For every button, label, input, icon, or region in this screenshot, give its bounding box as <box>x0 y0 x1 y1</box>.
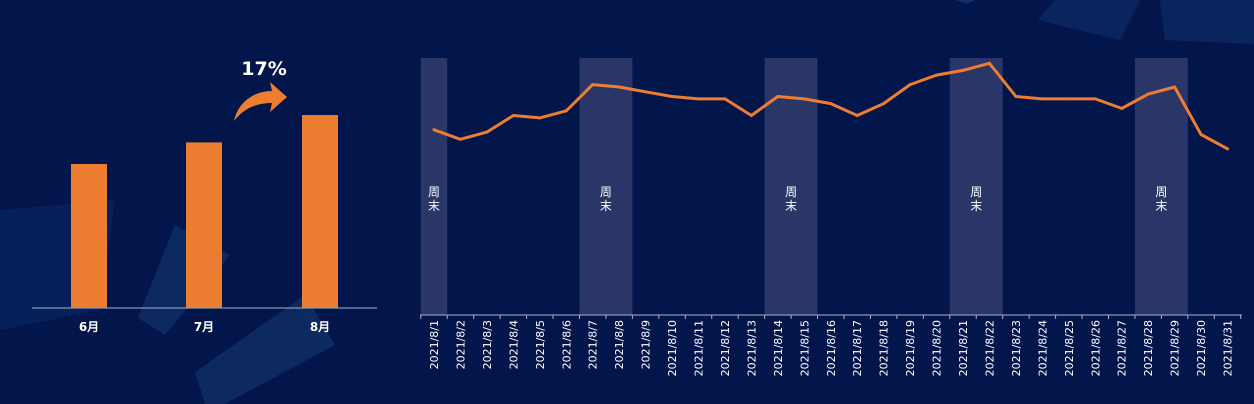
weekend-label: 末 <box>428 199 440 213</box>
line-point <box>591 83 595 87</box>
x-tick-label: 2021/8/4 <box>507 320 520 369</box>
weekend-label: 周 <box>600 185 612 199</box>
growth-arrow-icon <box>234 82 287 121</box>
line-point <box>617 85 621 89</box>
weekend-band <box>1134 58 1188 315</box>
line-point <box>1199 133 1203 136</box>
x-tick-label: 2021/8/25 <box>1063 320 1076 376</box>
weekend-band <box>579 58 633 315</box>
weekend-label: 周 <box>1155 185 1167 199</box>
line-point <box>697 97 700 101</box>
x-tick-label: 2021/8/17 <box>851 320 864 376</box>
x-tick-label: 2021/8/29 <box>1169 320 1182 376</box>
line-point <box>538 116 542 120</box>
bar-2 <box>186 142 222 308</box>
line-point <box>432 128 436 132</box>
weekend-label: 末 <box>1155 199 1167 213</box>
line-point <box>458 137 462 141</box>
bar-1 <box>71 164 107 308</box>
x-tick-label: 2021/8/9 <box>640 320 653 369</box>
line-point <box>723 97 727 101</box>
x-tick-label: 2021/8/18 <box>878 320 891 376</box>
line-point <box>564 109 568 113</box>
line-point <box>908 83 912 87</box>
weekend-label: 末 <box>600 199 612 213</box>
line-point <box>1146 92 1150 96</box>
line-point <box>855 114 859 117</box>
x-tick-label: 2021/8/20 <box>931 320 944 376</box>
x-tick-label: 2021/8/22 <box>983 320 996 376</box>
weekend-label: 周 <box>428 185 440 199</box>
bar-category-label: 7月 <box>194 320 214 334</box>
x-tick-label: 2021/8/13 <box>745 320 758 376</box>
line-point <box>802 97 806 101</box>
line-point <box>776 95 780 98</box>
line-point <box>511 114 515 117</box>
x-tick-label: 2021/8/1 <box>428 320 441 369</box>
x-tick-label: 2021/8/5 <box>534 320 547 369</box>
bar-3 <box>302 115 338 308</box>
line-point <box>829 102 833 106</box>
daily-series-line <box>432 61 1229 151</box>
line-point <box>1040 97 1044 101</box>
line-point <box>1067 97 1071 101</box>
line-point <box>1120 106 1124 110</box>
bar-category-label: 6月 <box>79 320 99 334</box>
line-point <box>1014 95 1018 98</box>
line-point <box>1226 147 1229 151</box>
x-tick-label: 2021/8/31 <box>1222 320 1235 376</box>
line-point <box>749 114 753 117</box>
weekend-label: 周 <box>970 185 982 199</box>
weekend-label: 周 <box>785 185 797 199</box>
weekend-band <box>420 58 448 315</box>
x-tick-label: 2021/8/24 <box>1036 320 1049 376</box>
x-tick-label: 2021/8/2 <box>454 320 467 369</box>
line-point <box>485 130 489 134</box>
x-tick-label: 2021/8/26 <box>1089 320 1102 376</box>
x-tick-label: 2021/8/15 <box>798 320 811 376</box>
x-tick-label: 2021/8/21 <box>957 320 970 376</box>
bar-category-label: 8月 <box>310 320 330 334</box>
line-point <box>987 61 991 65</box>
x-tick-label: 2021/8/27 <box>1116 320 1129 376</box>
x-tick-label: 2021/8/28 <box>1142 320 1155 376</box>
x-tick-label: 2021/8/30 <box>1195 320 1208 376</box>
x-tick-label: 2021/8/19 <box>904 320 917 376</box>
line-point <box>882 102 886 106</box>
line-point <box>1093 97 1097 101</box>
x-tick-label: 2021/8/23 <box>1010 320 1023 376</box>
x-tick-label: 2021/8/6 <box>560 320 573 369</box>
line-point <box>644 90 648 94</box>
weekend-label: 末 <box>970 199 982 213</box>
line-point <box>961 68 965 72</box>
line-point <box>935 73 939 77</box>
x-tick-label: 2021/8/7 <box>587 320 600 369</box>
weekend-label: 末 <box>785 199 797 213</box>
x-tick-label: 2021/8/10 <box>666 320 679 376</box>
line-point <box>1173 85 1177 89</box>
growth-percentage: 17% <box>241 58 286 80</box>
x-tick-label: 2021/8/12 <box>719 320 732 376</box>
x-tick-label: 2021/8/14 <box>772 320 785 376</box>
x-tick-label: 2021/8/8 <box>613 320 626 369</box>
weekend-band <box>949 58 1003 315</box>
x-tick-label: 2021/8/3 <box>481 320 494 369</box>
x-tick-label: 2021/8/16 <box>825 320 838 376</box>
x-tick-label: 2021/8/11 <box>693 320 706 376</box>
line-point <box>670 95 674 98</box>
monthly-bar-chart: 6月 7月 8月 17% <box>32 58 377 334</box>
